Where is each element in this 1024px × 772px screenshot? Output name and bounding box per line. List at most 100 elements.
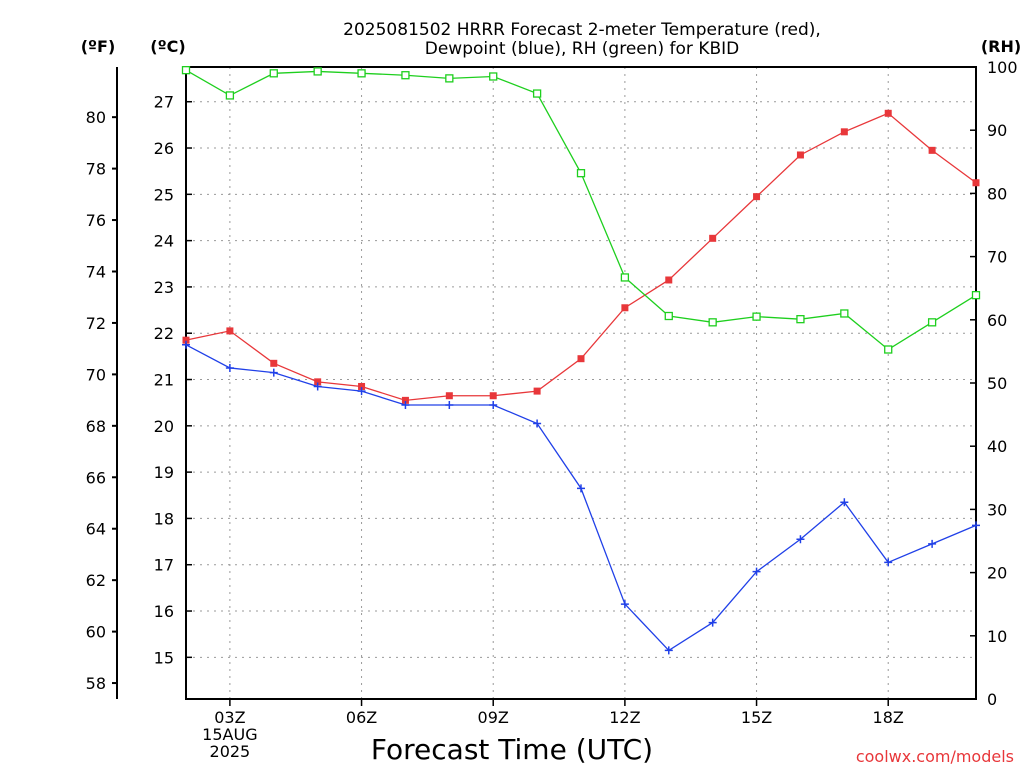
rh-tick-label: 30 — [987, 500, 1007, 519]
x-tick-label: 06Z — [346, 708, 377, 727]
chart-title-line1: 2025081502 HRRR Forecast 2-meter Tempera… — [343, 20, 821, 40]
celsius-tick-label: 23 — [154, 278, 174, 297]
rh-point — [971, 291, 981, 300]
temperature-point — [972, 179, 980, 187]
dewpoint-point — [664, 646, 673, 655]
temperature-point — [840, 128, 848, 136]
x-tick-label: 18Z — [873, 708, 904, 727]
celsius-tick-label: 22 — [154, 324, 174, 343]
rh-tick-label: 50 — [987, 374, 1007, 393]
celsius-tick-label: 18 — [154, 509, 174, 528]
dewpoint-point — [489, 400, 498, 409]
dewpoint-point — [313, 382, 322, 391]
temperature-point — [928, 146, 936, 154]
rh-point — [664, 311, 673, 321]
x-tick-label: 15AUG — [202, 725, 257, 744]
rh-point — [796, 315, 805, 324]
temperature-point — [709, 234, 717, 242]
dewpoint-point — [796, 535, 805, 544]
rh-point — [313, 67, 322, 76]
dewpoint-point — [182, 340, 190, 349]
rh-tick-label: 0 — [987, 690, 997, 709]
temperature-point — [445, 392, 453, 400]
rh-point — [225, 91, 235, 100]
rh-tick-label: 10 — [987, 627, 1007, 646]
credit-link[interactable]: coolwx.com/models — [856, 747, 1014, 766]
dewpoint-point — [972, 521, 980, 530]
temperature-point — [358, 382, 366, 390]
dewpoint-point — [884, 558, 893, 567]
rh-point — [927, 318, 937, 327]
fahrenheit-tick-label: 74 — [86, 262, 106, 281]
fahrenheit-tick-label: 70 — [86, 365, 106, 384]
temperature-point — [226, 327, 234, 335]
temperature-point — [884, 109, 892, 117]
fahrenheit-tick-label: 58 — [86, 674, 106, 693]
fahrenheit-tick-label: 64 — [86, 520, 106, 539]
celsius-tick-label: 24 — [154, 232, 174, 251]
temperature-point — [314, 378, 322, 386]
rh-point — [576, 169, 586, 178]
dewpoint-point — [752, 567, 761, 576]
rh-point — [840, 309, 849, 318]
dewpoint-point — [445, 400, 454, 409]
celsius-tick-label: 21 — [154, 371, 174, 390]
fahrenheit-tick-label: 60 — [86, 623, 106, 642]
celsius-tick-label: 19 — [154, 463, 174, 482]
rh-point — [532, 89, 542, 98]
dewpoint-point — [620, 600, 629, 609]
fahrenheit-tick-label: 78 — [86, 160, 106, 179]
rh-point — [884, 345, 893, 354]
fahrenheit-tick-label: 72 — [86, 314, 106, 333]
x-axis-title: Forecast Time (UTC) — [371, 733, 653, 766]
rh-point — [752, 312, 761, 321]
x-tick-label: 03Z — [214, 708, 245, 727]
temperature-point — [401, 396, 409, 404]
x-tick-label: 2025 — [210, 742, 251, 761]
dewpoint-point — [225, 363, 234, 372]
celsius-tick-label: 16 — [154, 602, 174, 621]
temperature-point — [577, 355, 585, 363]
rh-axis-label: (RH) — [981, 37, 1021, 56]
chart-title-line2: Dewpoint (blue), RH (green) for KBID — [425, 39, 740, 59]
plot-frame — [185, 66, 977, 700]
rh-point — [708, 318, 717, 327]
rh-tick-label: 40 — [987, 437, 1007, 456]
fahrenheit-tick-label: 76 — [86, 211, 106, 230]
rh-tick-label: 20 — [987, 564, 1007, 583]
dewpoint-point — [708, 618, 717, 627]
series-line-rh — [185, 69, 977, 351]
fahrenheit-tick-label: 68 — [86, 417, 106, 436]
dewpoint-point — [533, 419, 542, 428]
temperature-point — [796, 151, 804, 159]
rh-point — [401, 71, 410, 80]
celsius-tick-label: 15 — [154, 648, 174, 667]
fahrenheit-axis-label: (ºF) — [81, 37, 116, 56]
celsius-tick-label: 27 — [154, 93, 174, 112]
x-tick-label: 09Z — [478, 708, 509, 727]
fahrenheit-tick-label: 62 — [86, 571, 106, 590]
rh-point — [445, 74, 454, 83]
dewpoint-point — [401, 400, 410, 409]
celsius-tick-label: 25 — [154, 185, 174, 204]
dewpoint-point — [928, 539, 937, 548]
fahrenheit-tick-label: 66 — [86, 468, 106, 487]
rh-point — [357, 69, 366, 78]
series-line-dewpoint — [185, 344, 977, 652]
temperature-point — [621, 304, 629, 312]
x-tick-label: 12Z — [609, 708, 640, 727]
dewpoint-point — [357, 387, 366, 396]
rh-point — [181, 66, 191, 75]
dewpoint-point — [577, 484, 585, 493]
celsius-axis-label: (ºC) — [150, 37, 185, 56]
rh-point — [620, 273, 630, 282]
dewpoint-point — [269, 368, 278, 377]
celsius-tick-label: 17 — [154, 556, 174, 575]
rh-tick-label: 70 — [987, 248, 1007, 267]
temperature-point — [182, 336, 190, 344]
dewpoint-point — [840, 498, 849, 507]
rh-tick-label: 90 — [987, 121, 1007, 140]
rh-tick-label: 100 — [987, 58, 1018, 77]
